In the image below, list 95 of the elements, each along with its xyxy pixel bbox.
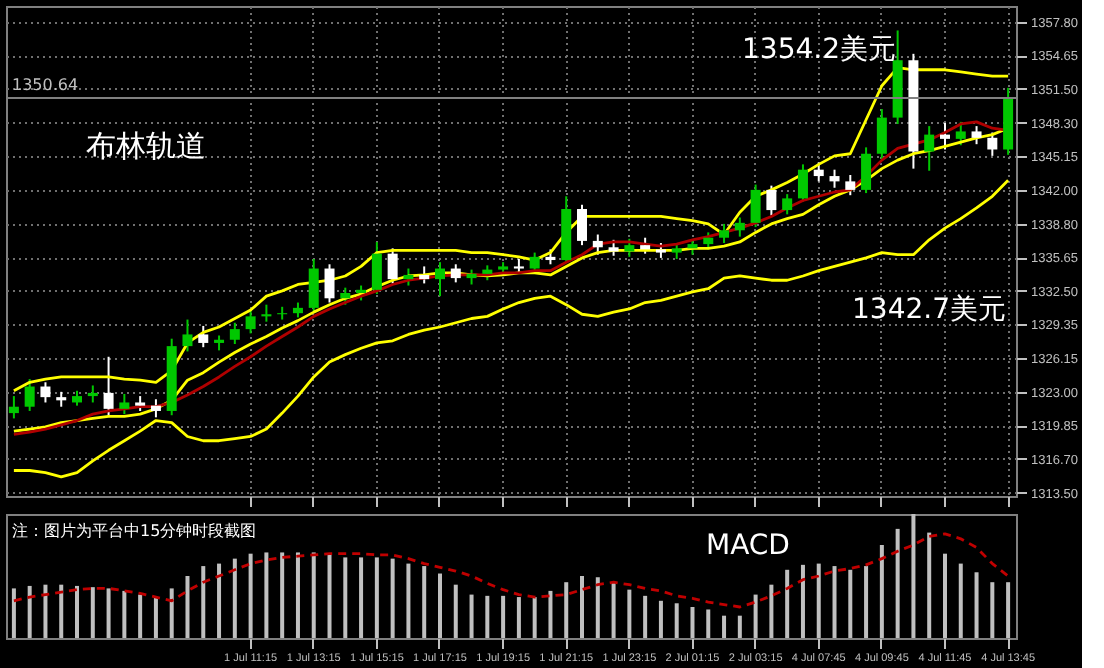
- bar: [11, 588, 16, 638]
- line-series: [12, 66, 1010, 393]
- bar: [138, 594, 143, 638]
- candlestick: [987, 131, 998, 157]
- bar: [217, 563, 222, 638]
- bar: [658, 600, 663, 638]
- bar: [406, 563, 411, 638]
- candlestick: [229, 321, 240, 345]
- bar: [580, 576, 585, 638]
- candlestick: [624, 237, 635, 258]
- bar: [990, 582, 995, 638]
- bar: [295, 552, 300, 638]
- bar: [674, 603, 679, 638]
- bar: [706, 609, 711, 638]
- bar: [422, 566, 427, 638]
- bar: [75, 585, 80, 638]
- candlestick: [434, 261, 445, 298]
- candlestick: [150, 398, 161, 419]
- candlestick: [939, 121, 950, 151]
- bar: [864, 566, 869, 638]
- bar: [469, 594, 474, 638]
- bar: [232, 558, 237, 638]
- bar: [974, 572, 979, 638]
- bar: [453, 584, 458, 638]
- bar: [59, 584, 64, 638]
- bar: [548, 590, 553, 638]
- candlestick: [829, 168, 840, 189]
- annotation: 布林轨道: [86, 128, 206, 164]
- candlestick: [387, 247, 398, 285]
- candlestick: [766, 184, 777, 217]
- bar: [769, 584, 774, 638]
- line-series: [12, 178, 1010, 479]
- candlestick: [813, 161, 824, 183]
- bar: [611, 582, 616, 638]
- candlestick: [719, 222, 730, 245]
- candlestick: [750, 183, 761, 229]
- candlestick: [245, 307, 256, 335]
- bar: [43, 584, 48, 638]
- bar: [390, 558, 395, 638]
- candlestick: [8, 395, 19, 420]
- candlestick: [577, 203, 588, 247]
- candlestick: [371, 240, 382, 296]
- bar: [958, 563, 963, 638]
- bar: [122, 590, 127, 638]
- candlestick: [308, 257, 319, 313]
- candlestick: [198, 324, 209, 349]
- candlestick: [924, 125, 935, 172]
- bar: [737, 615, 742, 638]
- annotation: 注：图片为平台中15分钟时段截图: [12, 522, 257, 540]
- bar: [280, 552, 285, 638]
- bar: [595, 577, 600, 638]
- bar: [90, 587, 95, 638]
- bar: [722, 615, 727, 638]
- bar: [106, 588, 111, 638]
- bar: [532, 597, 537, 638]
- bar: [516, 597, 521, 638]
- candlestick: [797, 163, 808, 203]
- candlestick: [119, 392, 130, 416]
- bar: [911, 514, 916, 638]
- candlestick: [24, 378, 35, 412]
- bar: [848, 569, 853, 638]
- bar: [264, 552, 269, 638]
- bar: [785, 569, 790, 638]
- bar: [643, 595, 648, 638]
- bar: [359, 557, 364, 638]
- bar: [27, 585, 32, 638]
- annotation: 1354.2美元: [742, 34, 896, 66]
- bar: [895, 528, 900, 638]
- bar: [327, 553, 332, 638]
- bar: [343, 557, 348, 638]
- bar: [485, 595, 490, 638]
- candlestick: [182, 318, 193, 353]
- bar: [185, 576, 190, 638]
- candlestick: [277, 305, 288, 321]
- annotation: 1342.7美元: [852, 294, 1006, 326]
- bar: [169, 588, 174, 638]
- candlestick: [40, 381, 51, 404]
- bar: [800, 564, 805, 638]
- bar: [201, 566, 206, 638]
- candlestick: [845, 174, 856, 197]
- bar: [153, 597, 158, 638]
- candlestick: [876, 108, 887, 161]
- candlestick: [971, 125, 982, 146]
- candlestick: [450, 263, 461, 284]
- candlestick: [103, 355, 114, 418]
- candlestick: [734, 216, 745, 238]
- candlestick: [955, 120, 966, 147]
- bar: [832, 566, 837, 638]
- candlestick: [324, 263, 335, 304]
- candlestick: [592, 233, 603, 256]
- ref-line-label: 1350.64: [12, 76, 79, 95]
- candlestick: [861, 146, 872, 195]
- bar: [927, 532, 932, 638]
- candlestick: [782, 193, 793, 216]
- annotation: MACD: [706, 530, 790, 562]
